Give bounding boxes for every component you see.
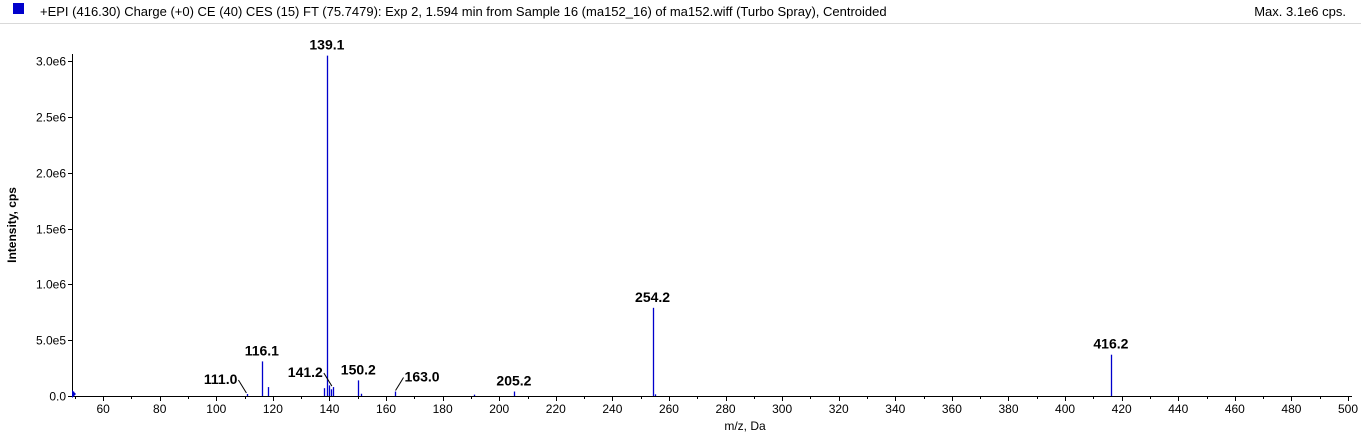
axis-offscale-marker [72, 390, 76, 398]
x-tick-label: 240 [602, 402, 622, 416]
peak-label: 150.2 [341, 361, 376, 377]
y-axis-label: Intensity, cps [5, 187, 19, 263]
x-tick-label: 500 [1338, 402, 1358, 416]
x-tick-label: 260 [659, 402, 679, 416]
x-tick-label: 300 [772, 402, 792, 416]
x-tick-label: 400 [1055, 402, 1075, 416]
peak-label-leader [395, 377, 404, 391]
x-tick-label: 360 [942, 402, 962, 416]
peak-label: 416.2 [1093, 336, 1128, 352]
legend-swatch [13, 3, 24, 14]
x-tick-label: 380 [998, 402, 1018, 416]
peak-label: 139.1 [309, 37, 344, 53]
y-tick-label: 2.5e6 [36, 111, 66, 125]
x-tick-label: 120 [263, 402, 283, 416]
chart-title: +EPI (416.30) Charge (+0) CE (40) CES (1… [40, 4, 887, 19]
x-tick-label: 420 [1112, 402, 1132, 416]
x-tick-label: 100 [206, 402, 226, 416]
peak-label: 163.0 [405, 369, 440, 385]
y-tick-label: 3.0e6 [36, 55, 66, 69]
x-tick-label: 60 [96, 402, 110, 416]
peak-label-leader [323, 372, 333, 387]
x-tick-label: 140 [319, 402, 339, 416]
peak-label: 111.0 [204, 371, 238, 387]
peak-label: 254.2 [635, 289, 670, 305]
y-tick-label: 1.5e6 [36, 223, 66, 237]
y-tick-label: 1.0e6 [36, 278, 66, 292]
max-intensity-label: Max. 3.1e6 cps. [1254, 4, 1346, 19]
x-axis-label: m/z, Da [724, 419, 766, 433]
y-tick-label: 5.0e5 [36, 334, 66, 348]
x-tick-label: 180 [433, 402, 453, 416]
x-tick-label: 280 [716, 402, 736, 416]
peak-label: 141.2 [288, 364, 323, 380]
x-tick-label: 160 [376, 402, 396, 416]
x-tick-label: 440 [1168, 402, 1188, 416]
x-tick-label: 320 [829, 402, 849, 416]
header-divider [0, 23, 1361, 24]
x-tick-label: 200 [489, 402, 509, 416]
x-tick-label: 80 [153, 402, 167, 416]
x-tick-label: 480 [1281, 402, 1301, 416]
x-tick-label: 460 [1225, 402, 1245, 416]
y-tick-label: 0.0 [49, 390, 66, 404]
peak-label: 116.1 [245, 342, 279, 358]
y-tick-label: 2.0e6 [36, 167, 66, 181]
peak-label: 205.2 [496, 373, 531, 389]
x-tick-label: 220 [546, 402, 566, 416]
peak-label-leader [237, 379, 247, 394]
x-tick-label: 340 [885, 402, 905, 416]
